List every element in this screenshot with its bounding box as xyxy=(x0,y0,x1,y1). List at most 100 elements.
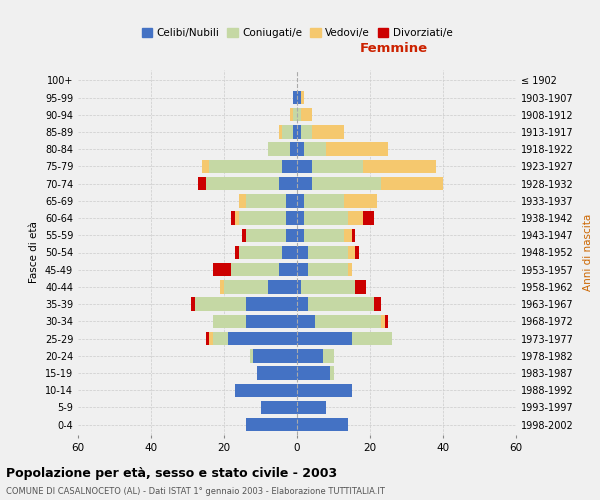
Bar xyxy=(301,280,355,293)
Bar xyxy=(311,126,344,138)
Text: COMUNE DI CASALNOCETO (AL) - Dati ISTAT 1° gennaio 2003 - Elaborazione TUTTITALI: COMUNE DI CASALNOCETO (AL) - Dati ISTAT … xyxy=(6,488,385,496)
Bar xyxy=(213,314,246,328)
Bar xyxy=(202,160,209,173)
Bar xyxy=(224,280,268,293)
Text: Femmine: Femmine xyxy=(359,42,427,56)
Bar xyxy=(381,314,385,328)
Bar xyxy=(206,177,279,190)
Bar xyxy=(348,212,363,225)
Bar xyxy=(297,160,311,173)
Bar xyxy=(246,418,297,432)
Bar xyxy=(235,246,239,259)
Bar xyxy=(257,366,297,380)
Bar xyxy=(362,160,436,173)
Bar xyxy=(348,246,355,259)
Bar xyxy=(297,91,301,104)
Bar xyxy=(297,280,301,293)
Bar xyxy=(381,177,443,190)
Bar xyxy=(279,126,283,138)
Bar xyxy=(268,280,297,293)
Bar xyxy=(213,332,227,345)
Bar xyxy=(297,418,348,432)
Legend: Celibi/Nubili, Coniugati/e, Vedovi/e, Divorziati/e: Celibi/Nubili, Coniugati/e, Vedovi/e, Di… xyxy=(137,24,457,42)
Bar xyxy=(242,228,246,242)
Bar xyxy=(239,246,283,259)
Bar xyxy=(283,246,297,259)
Bar xyxy=(293,126,297,138)
Bar xyxy=(308,298,374,311)
Bar xyxy=(297,314,315,328)
Bar xyxy=(220,280,224,293)
Bar xyxy=(297,298,308,311)
Bar xyxy=(213,263,232,276)
Bar xyxy=(286,194,297,207)
Bar xyxy=(344,228,352,242)
Bar xyxy=(279,263,297,276)
Bar xyxy=(344,194,377,207)
Bar xyxy=(297,194,304,207)
Bar xyxy=(362,212,374,225)
Bar xyxy=(283,126,293,138)
Bar xyxy=(293,108,297,122)
Bar xyxy=(246,228,286,242)
Bar xyxy=(290,108,293,122)
Y-axis label: Anni di nascita: Anni di nascita xyxy=(583,214,593,291)
Bar xyxy=(348,263,352,276)
Bar xyxy=(330,366,334,380)
Bar xyxy=(253,349,297,362)
Bar xyxy=(311,160,363,173)
Bar xyxy=(239,194,246,207)
Bar xyxy=(323,349,334,362)
Bar xyxy=(304,194,344,207)
Bar xyxy=(304,228,344,242)
Bar xyxy=(297,349,323,362)
Bar xyxy=(286,212,297,225)
Bar xyxy=(232,212,235,225)
Bar xyxy=(293,91,297,104)
Bar xyxy=(250,349,253,362)
Bar xyxy=(297,384,352,397)
Bar xyxy=(374,298,381,311)
Bar xyxy=(297,332,352,345)
Bar xyxy=(246,314,297,328)
Bar xyxy=(195,298,246,311)
Bar xyxy=(301,91,304,104)
Bar xyxy=(297,177,311,190)
Bar xyxy=(301,126,311,138)
Bar xyxy=(297,246,308,259)
Bar xyxy=(290,142,297,156)
Bar xyxy=(297,126,301,138)
Bar xyxy=(268,142,290,156)
Bar xyxy=(279,177,297,190)
Bar xyxy=(209,160,283,173)
Bar xyxy=(227,332,297,345)
Bar xyxy=(385,314,388,328)
Bar xyxy=(355,280,367,293)
Bar xyxy=(297,108,301,122)
Bar xyxy=(191,298,195,311)
Bar xyxy=(352,332,392,345)
Bar xyxy=(235,384,297,397)
Bar xyxy=(260,400,297,414)
Bar xyxy=(311,177,381,190)
Bar xyxy=(301,108,311,122)
Bar xyxy=(326,142,388,156)
Bar xyxy=(246,298,297,311)
Bar xyxy=(308,263,348,276)
Bar xyxy=(304,212,348,225)
Bar xyxy=(297,142,304,156)
Bar xyxy=(235,212,239,225)
Bar xyxy=(209,332,213,345)
Bar xyxy=(297,400,326,414)
Bar xyxy=(304,142,326,156)
Bar xyxy=(297,228,304,242)
Bar xyxy=(297,263,308,276)
Bar xyxy=(308,246,348,259)
Bar xyxy=(297,366,330,380)
Bar xyxy=(239,212,286,225)
Text: Popolazione per età, sesso e stato civile - 2003: Popolazione per età, sesso e stato civil… xyxy=(6,468,337,480)
Bar xyxy=(232,263,279,276)
Bar xyxy=(286,228,297,242)
Bar xyxy=(297,212,304,225)
Bar xyxy=(246,194,286,207)
